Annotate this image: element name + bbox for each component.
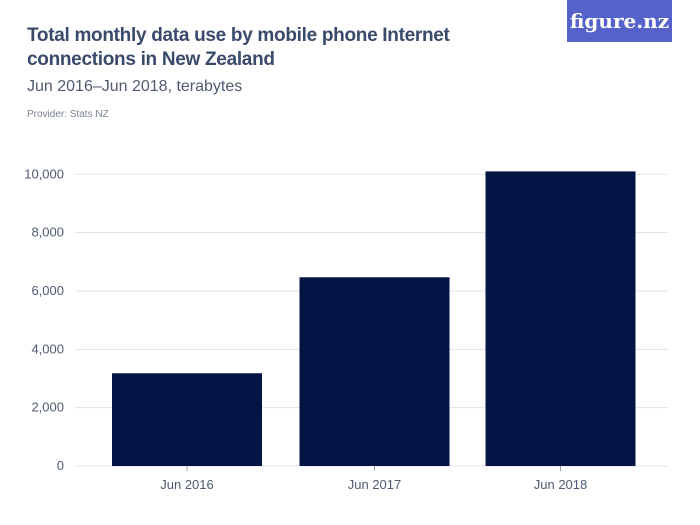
- y-tick-label: 10,000: [24, 166, 64, 181]
- bar[interactable]: [112, 373, 262, 466]
- provider-label: Provider: Stats NZ: [27, 109, 109, 120]
- y-tick-label: 8,000: [31, 225, 64, 240]
- y-tick-label: 4,000: [31, 341, 64, 356]
- figure-nz-logo[interactable]: figure.nz: [567, 0, 672, 42]
- bar[interactable]: [299, 277, 450, 466]
- bar[interactable]: [485, 171, 636, 466]
- x-tick-label: Jun 2017: [348, 477, 402, 492]
- chart-title: Total monthly data use by mobile phone I…: [27, 25, 450, 70]
- x-tick-label: Jun 2018: [534, 477, 588, 492]
- y-tick-label: 6,000: [31, 283, 64, 298]
- x-tick-label: Jun 2016: [160, 477, 214, 492]
- y-tick-label: 2,000: [31, 400, 64, 415]
- chart-subtitle: Jun 2016–Jun 2018, terabytes: [27, 78, 243, 95]
- y-tick-label: 0: [57, 458, 64, 473]
